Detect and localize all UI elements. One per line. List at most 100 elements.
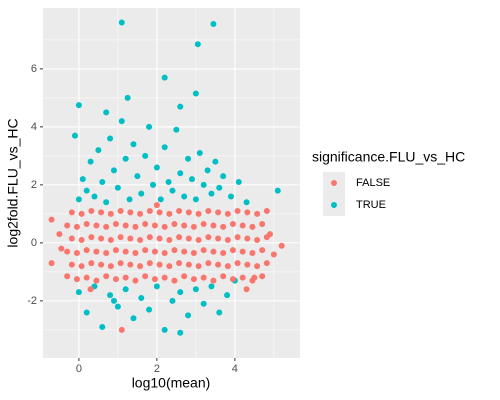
point	[83, 221, 90, 228]
point	[263, 260, 270, 267]
point	[205, 207, 212, 214]
point	[243, 286, 250, 293]
point	[220, 223, 227, 230]
point	[215, 235, 222, 242]
point	[118, 326, 125, 333]
point	[254, 236, 261, 243]
point	[249, 250, 256, 257]
point	[130, 141, 137, 148]
point	[137, 210, 144, 217]
point	[196, 149, 203, 156]
point	[259, 247, 266, 254]
point	[235, 178, 242, 185]
point	[249, 223, 256, 230]
point	[181, 193, 188, 200]
point	[130, 315, 137, 322]
point	[166, 210, 173, 217]
point	[146, 306, 153, 313]
point	[137, 263, 144, 270]
point	[91, 193, 98, 200]
point	[56, 231, 63, 238]
point	[254, 263, 261, 270]
point	[146, 234, 153, 241]
point	[88, 260, 95, 267]
point	[220, 173, 227, 180]
point	[234, 260, 241, 267]
point	[71, 132, 78, 139]
point	[93, 277, 100, 284]
point	[200, 300, 207, 307]
point	[103, 199, 110, 206]
point	[142, 221, 149, 228]
point	[132, 250, 139, 257]
point	[263, 207, 270, 214]
point	[188, 176, 195, 183]
point	[161, 250, 168, 257]
y-tick-label: 0	[31, 237, 37, 249]
point	[153, 164, 160, 171]
point	[210, 277, 217, 284]
point	[132, 223, 139, 230]
point	[126, 196, 133, 203]
point	[224, 292, 231, 299]
x-axis-label: log10(mean)	[132, 375, 211, 391]
x-tick-label: 0	[76, 363, 82, 375]
point	[73, 250, 80, 257]
point	[88, 234, 95, 241]
point	[146, 207, 153, 214]
point	[185, 209, 192, 216]
point	[73, 276, 80, 283]
panel	[43, 8, 300, 358]
point	[99, 323, 106, 330]
point	[107, 135, 114, 142]
point	[87, 158, 94, 165]
point	[118, 19, 125, 26]
point	[118, 118, 125, 125]
point	[107, 292, 114, 299]
point	[216, 184, 223, 191]
point	[122, 248, 129, 255]
point	[169, 187, 176, 194]
point	[224, 236, 231, 243]
point	[234, 207, 241, 214]
point	[127, 261, 134, 268]
point	[124, 94, 131, 101]
point	[88, 207, 95, 214]
x-tick-label: 2	[154, 363, 160, 375]
point	[212, 158, 219, 165]
point	[83, 187, 90, 194]
point	[107, 210, 114, 217]
point	[171, 221, 178, 228]
point	[166, 236, 173, 243]
point	[177, 103, 184, 110]
point	[112, 276, 119, 283]
point	[142, 152, 149, 159]
point	[190, 276, 197, 283]
point	[112, 247, 119, 254]
point	[200, 221, 207, 228]
point	[79, 176, 86, 183]
point	[176, 207, 183, 214]
point	[220, 250, 227, 257]
point	[177, 170, 184, 177]
point	[208, 283, 215, 290]
point	[177, 329, 184, 336]
legend-title: significance.FLU_vs_HC	[312, 149, 465, 165]
point	[48, 260, 55, 267]
point	[156, 261, 163, 268]
point	[161, 274, 168, 281]
point	[122, 155, 129, 162]
point	[171, 277, 178, 284]
point	[87, 286, 94, 293]
point	[215, 209, 222, 216]
point	[205, 234, 212, 241]
point	[205, 260, 212, 267]
point	[75, 196, 82, 203]
point	[195, 263, 202, 270]
point	[185, 312, 192, 319]
point	[210, 248, 217, 255]
point	[278, 242, 285, 249]
point	[216, 309, 223, 316]
point	[110, 297, 117, 304]
